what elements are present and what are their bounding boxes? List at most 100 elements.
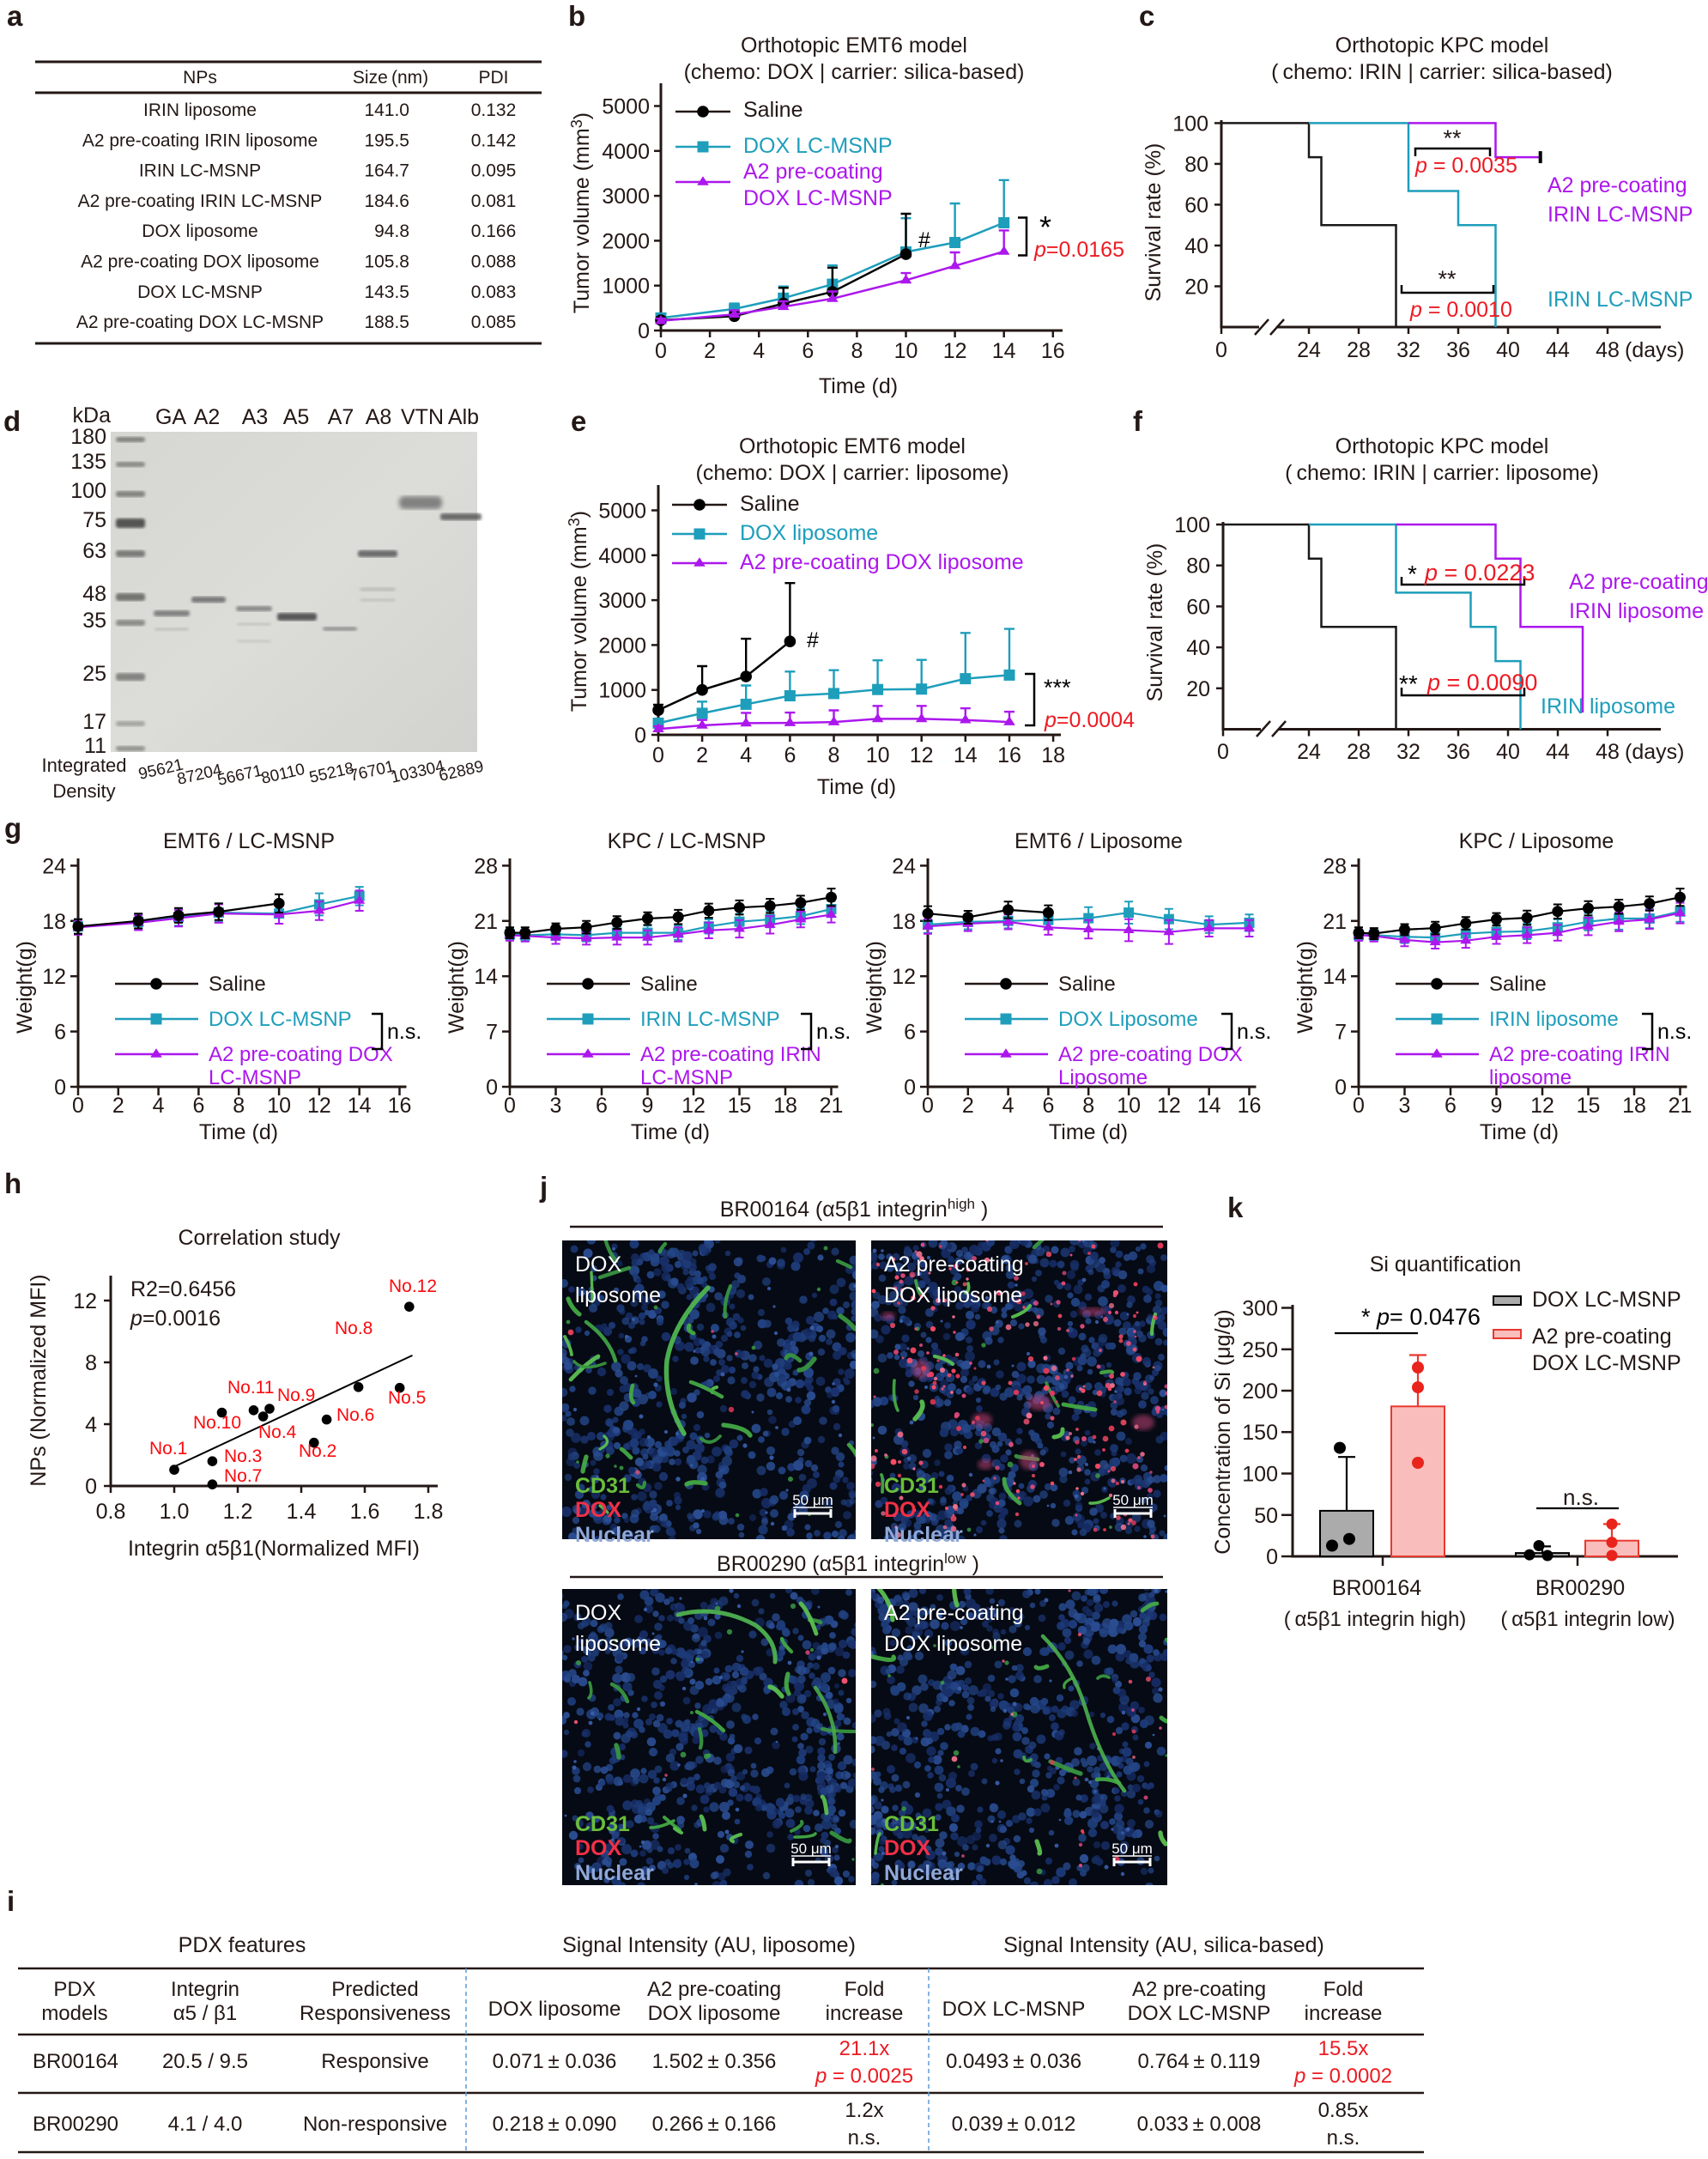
svg-text:No.3: No.3 bbox=[224, 1446, 262, 1466]
svg-text:liposome: liposome bbox=[1489, 1066, 1572, 1089]
svg-text:No.12: No.12 bbox=[389, 1277, 437, 1296]
svg-text:No.11: No.11 bbox=[227, 1378, 274, 1398]
svg-text:24: 24 bbox=[42, 854, 66, 878]
svg-text:0.085: 0.085 bbox=[471, 312, 517, 332]
svg-text:DOX LC-MSNP: DOX LC-MSNP bbox=[942, 1998, 1086, 2021]
svg-text:Tumor volume (mm3): Tumor volume (mm3) bbox=[568, 112, 594, 313]
svg-text:3000: 3000 bbox=[602, 185, 650, 209]
svg-text:25: 25 bbox=[82, 662, 106, 686]
svg-text:141.0: 141.0 bbox=[364, 100, 409, 120]
svg-text:Predicted: Predicted bbox=[331, 1978, 418, 2001]
svg-text:A2 pre-coating IRIN LC-MSNP: A2 pre-coating IRIN LC-MSNP bbox=[78, 191, 323, 211]
svg-text:6: 6 bbox=[596, 1094, 608, 1118]
svg-text:21: 21 bbox=[1323, 910, 1347, 934]
svg-text:24: 24 bbox=[1297, 740, 1321, 764]
svg-text:50 μm: 50 μm bbox=[790, 1841, 832, 1857]
svg-text:14: 14 bbox=[992, 339, 1016, 363]
svg-text:60: 60 bbox=[1186, 595, 1210, 619]
svg-text:0: 0 bbox=[638, 319, 650, 343]
svg-text:0.033 ± 0.008: 0.033 ± 0.008 bbox=[1137, 2113, 1262, 2136]
svg-text:16: 16 bbox=[997, 743, 1021, 767]
svg-text:1000: 1000 bbox=[602, 275, 650, 299]
svg-text:4: 4 bbox=[85, 1413, 97, 1437]
svg-text:10: 10 bbox=[1117, 1094, 1141, 1118]
svg-text:Integrated: Integrated bbox=[41, 755, 126, 776]
svg-text:2: 2 bbox=[112, 1094, 124, 1118]
svg-text:IRIN liposome: IRIN liposome bbox=[1541, 694, 1675, 719]
svg-text:0: 0 bbox=[634, 724, 646, 748]
svg-text:3: 3 bbox=[550, 1094, 562, 1118]
svg-text:#: # bbox=[807, 628, 819, 652]
svg-text:Alb: Alb bbox=[448, 405, 479, 429]
svg-text:180: 180 bbox=[70, 425, 106, 449]
svg-text:EMT6 / LC-MSNP: EMT6 / LC-MSNP bbox=[163, 829, 335, 853]
svg-text:Weight(g): Weight(g) bbox=[1293, 941, 1317, 1034]
svg-text:1.2x: 1.2x bbox=[845, 2099, 883, 2122]
svg-text:32: 32 bbox=[1396, 740, 1420, 764]
svg-text:0: 0 bbox=[1266, 1545, 1278, 1569]
svg-text:21: 21 bbox=[474, 910, 498, 934]
svg-text:A8: A8 bbox=[366, 405, 392, 429]
svg-text:21.1x: 21.1x bbox=[839, 2037, 890, 2060]
svg-text:Weight(g): Weight(g) bbox=[863, 941, 887, 1034]
svg-text:DOX LC-MSNP: DOX LC-MSNP bbox=[743, 134, 893, 158]
svg-text:A7: A7 bbox=[328, 405, 354, 429]
svg-text:11: 11 bbox=[84, 734, 106, 758]
svg-text:A2 pre-coating DOX LC-MSNP: A2 pre-coating DOX LC-MSNP bbox=[76, 312, 324, 332]
svg-text:Orthotopic KPC model: Orthotopic KPC model bbox=[1336, 434, 1549, 458]
svg-text:12: 12 bbox=[1157, 1094, 1181, 1118]
svg-text:0: 0 bbox=[652, 743, 664, 767]
svg-text:36: 36 bbox=[1446, 338, 1470, 362]
svg-text:LC-MSNP: LC-MSNP bbox=[640, 1066, 733, 1089]
svg-text:16: 16 bbox=[1041, 339, 1065, 363]
svg-text:20: 20 bbox=[1186, 677, 1210, 701]
svg-text:0: 0 bbox=[1217, 740, 1229, 764]
svg-text:liposome: liposome bbox=[575, 1632, 661, 1656]
svg-text:PDX features: PDX features bbox=[179, 1933, 306, 1957]
svg-text:6: 6 bbox=[904, 1021, 916, 1045]
svg-text:BR00290 (α5β1 integrinlow ): BR00290 (α5β1 integrinlow ) bbox=[717, 1550, 979, 1576]
svg-text:5000: 5000 bbox=[602, 95, 650, 119]
svg-text:Time (d): Time (d) bbox=[1480, 1120, 1559, 1144]
svg-text:A2 pre-coating: A2 pre-coating bbox=[1547, 173, 1687, 197]
svg-text:A2: A2 bbox=[194, 405, 221, 429]
svg-text:18: 18 bbox=[773, 1094, 797, 1118]
svg-text:16: 16 bbox=[1238, 1094, 1262, 1118]
svg-text:250: 250 bbox=[1242, 1338, 1278, 1362]
svg-text:0: 0 bbox=[655, 339, 667, 363]
svg-text:0.071 ± 0.036: 0.071 ± 0.036 bbox=[493, 2050, 617, 2073]
svg-text:( α5β1 integrin high): ( α5β1 integrin high) bbox=[1284, 1608, 1467, 1631]
svg-text:Survival rate (%): Survival rate (%) bbox=[1142, 143, 1166, 302]
svg-text:Time (d): Time (d) bbox=[199, 1120, 278, 1144]
svg-text:14: 14 bbox=[348, 1094, 372, 1118]
svg-text:c: c bbox=[1139, 0, 1154, 32]
svg-text:A2 pre-coating: A2 pre-coating bbox=[884, 1252, 1024, 1277]
svg-text:50 μm: 50 μm bbox=[1112, 1492, 1154, 1508]
svg-text:CD31: CD31 bbox=[575, 1474, 630, 1498]
svg-text:4: 4 bbox=[753, 339, 765, 363]
svg-text:18: 18 bbox=[892, 910, 916, 934]
svg-text:63: 63 bbox=[82, 539, 106, 563]
svg-text:143.5: 143.5 bbox=[364, 282, 409, 302]
svg-text:2000: 2000 bbox=[598, 634, 646, 658]
svg-text:10: 10 bbox=[866, 743, 890, 767]
svg-text:DOX Liposome: DOX Liposome bbox=[1058, 1008, 1198, 1031]
svg-text:9: 9 bbox=[1491, 1094, 1503, 1118]
svg-text:0.083: 0.083 bbox=[471, 282, 517, 302]
svg-text:liposome: liposome bbox=[575, 1283, 661, 1307]
svg-text:(days): (days) bbox=[1625, 740, 1684, 764]
svg-text:#: # bbox=[918, 228, 930, 252]
svg-text:h: h bbox=[4, 1167, 21, 1199]
svg-text:Saline: Saline bbox=[1058, 973, 1116, 996]
svg-text:No.10: No.10 bbox=[193, 1413, 241, 1433]
svg-text:2: 2 bbox=[704, 339, 716, 363]
svg-text:DOX LC-MSNP: DOX LC-MSNP bbox=[137, 282, 263, 302]
svg-text:0: 0 bbox=[1353, 1094, 1365, 1118]
svg-text:Si quantification: Si quantification bbox=[1370, 1252, 1522, 1277]
svg-text:DOX liposome: DOX liposome bbox=[488, 1998, 621, 2021]
svg-text:6: 6 bbox=[784, 743, 796, 767]
svg-text:p = 0.0035: p = 0.0035 bbox=[1414, 154, 1517, 178]
svg-text:0: 0 bbox=[904, 1076, 916, 1100]
svg-text:12: 12 bbox=[681, 1094, 706, 1118]
svg-text:Responsiveness: Responsiveness bbox=[300, 2002, 451, 2025]
